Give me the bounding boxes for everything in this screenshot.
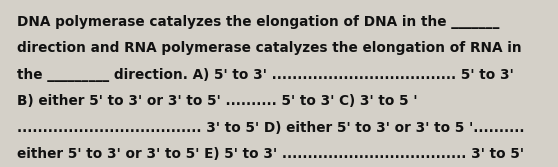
- Text: either 5' to 3' or 3' to 5' E) 5' to 3' .................................... 3' : either 5' to 3' or 3' to 5' E) 5' to 3' …: [17, 147, 524, 161]
- Text: DNA polymerase catalyzes the elongation of DNA in the _______: DNA polymerase catalyzes the elongation …: [17, 15, 499, 29]
- Text: B) either 5' to 3' or 3' to 5' .......... 5' to 3' C) 3' to 5 ': B) either 5' to 3' or 3' to 5' .........…: [17, 94, 417, 108]
- Text: .................................... 3' to 5' D) either 5' to 3' or 3' to 5 '...: .................................... 3' …: [17, 121, 524, 135]
- Text: the _________ direction. A) 5' to 3' .................................... 5' to : the _________ direction. A) 5' to 3' ...…: [17, 68, 513, 82]
- Text: direction and RNA polymerase catalyzes the elongation of RNA in: direction and RNA polymerase catalyzes t…: [17, 41, 521, 55]
